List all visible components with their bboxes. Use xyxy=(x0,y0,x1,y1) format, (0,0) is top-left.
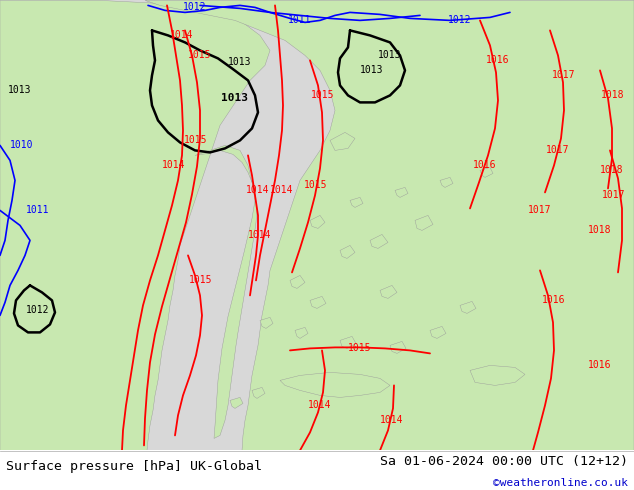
Text: 1012: 1012 xyxy=(26,305,49,316)
Text: 1016: 1016 xyxy=(473,160,497,171)
Text: 1013: 1013 xyxy=(228,57,252,68)
Text: 1017: 1017 xyxy=(528,205,552,216)
Text: Sa 01-06-2024 00:00 UTC (12+12): Sa 01-06-2024 00:00 UTC (12+12) xyxy=(380,455,628,468)
Polygon shape xyxy=(310,296,326,308)
Text: 1018: 1018 xyxy=(601,90,624,100)
Text: 1014: 1014 xyxy=(171,30,194,40)
Polygon shape xyxy=(440,177,453,187)
Polygon shape xyxy=(145,0,634,450)
Polygon shape xyxy=(430,326,446,339)
Text: 1013: 1013 xyxy=(360,65,384,75)
Text: 1013: 1013 xyxy=(221,94,249,103)
Polygon shape xyxy=(310,216,325,228)
Polygon shape xyxy=(260,318,273,328)
Text: 1017: 1017 xyxy=(602,191,626,200)
Text: 1014: 1014 xyxy=(162,160,186,171)
Polygon shape xyxy=(0,0,270,450)
Polygon shape xyxy=(415,216,433,230)
Polygon shape xyxy=(470,366,525,386)
Text: 1014: 1014 xyxy=(270,185,294,196)
Polygon shape xyxy=(350,197,363,207)
Text: 1014: 1014 xyxy=(380,416,404,425)
Text: 1017: 1017 xyxy=(547,146,570,155)
Text: 1013: 1013 xyxy=(378,50,402,60)
Polygon shape xyxy=(252,388,265,398)
Text: 1012: 1012 xyxy=(448,15,472,25)
Polygon shape xyxy=(340,337,356,348)
Text: 1012: 1012 xyxy=(183,2,207,12)
Text: 1015: 1015 xyxy=(311,90,335,100)
Text: 1010: 1010 xyxy=(10,141,34,150)
Text: ©weatheronline.co.uk: ©weatheronline.co.uk xyxy=(493,478,628,488)
Text: 1013: 1013 xyxy=(8,85,32,96)
Polygon shape xyxy=(295,327,308,339)
Polygon shape xyxy=(380,285,397,298)
Text: Surface pressure [hPa] UK-Global: Surface pressure [hPa] UK-Global xyxy=(6,460,262,473)
Polygon shape xyxy=(370,234,388,248)
Text: 1016: 1016 xyxy=(542,295,566,305)
Text: 1011: 1011 xyxy=(288,15,312,25)
Polygon shape xyxy=(460,301,476,314)
Text: 1015: 1015 xyxy=(188,50,212,60)
Text: 1018: 1018 xyxy=(588,225,612,235)
Polygon shape xyxy=(480,168,493,177)
Polygon shape xyxy=(390,342,406,353)
Text: 1017: 1017 xyxy=(552,71,576,80)
Text: 1014: 1014 xyxy=(249,230,272,241)
Polygon shape xyxy=(340,245,355,258)
Polygon shape xyxy=(195,146,257,439)
Polygon shape xyxy=(280,372,390,397)
Text: 1014: 1014 xyxy=(246,185,269,196)
Polygon shape xyxy=(395,187,408,197)
Text: 1015: 1015 xyxy=(348,343,372,353)
Polygon shape xyxy=(230,397,243,408)
Text: 1015: 1015 xyxy=(184,135,208,146)
Text: 1015: 1015 xyxy=(304,180,328,191)
Polygon shape xyxy=(330,132,355,150)
Text: 1014: 1014 xyxy=(308,400,332,411)
Text: 1016: 1016 xyxy=(588,361,612,370)
Text: 1016: 1016 xyxy=(486,55,510,65)
Polygon shape xyxy=(290,275,305,289)
Text: 1015: 1015 xyxy=(190,275,213,285)
Text: 1018: 1018 xyxy=(600,166,624,175)
Text: 1011: 1011 xyxy=(26,205,49,216)
